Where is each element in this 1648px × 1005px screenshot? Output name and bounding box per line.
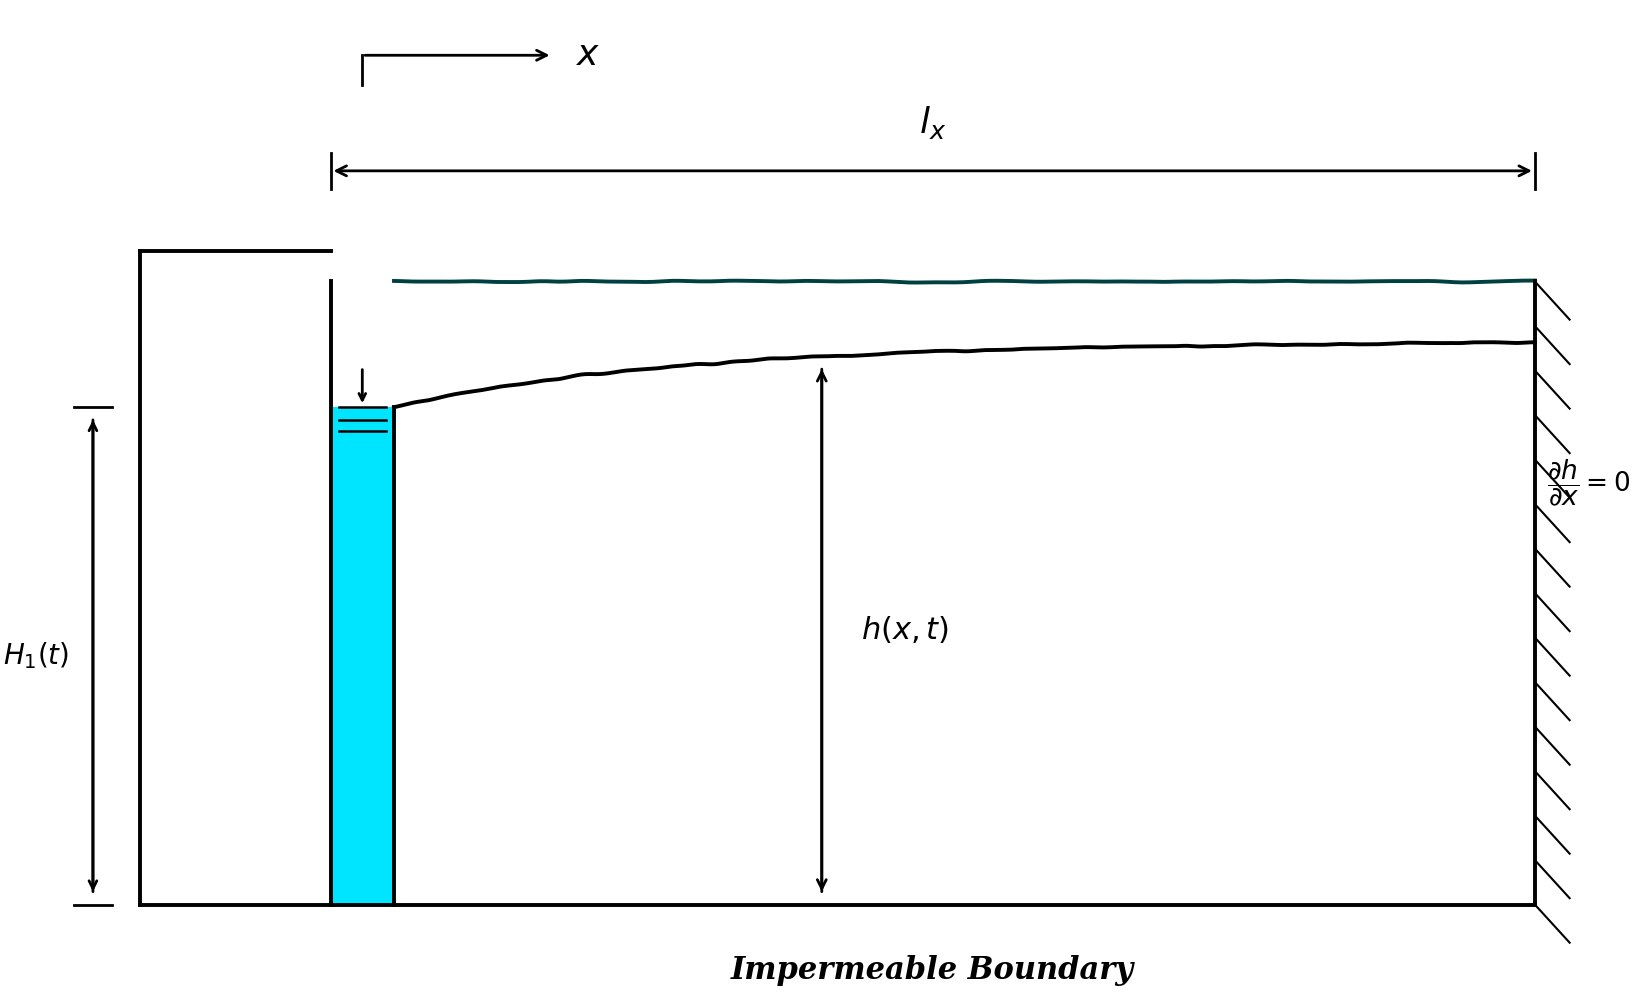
Text: Impermeable Boundary: Impermeable Boundary	[732, 955, 1134, 986]
Text: $l_x$: $l_x$	[920, 104, 946, 141]
Bar	[331, 407, 394, 904]
Text: $h(x,t)$: $h(x,t)$	[862, 615, 949, 646]
Text: $H_1(t)$: $H_1(t)$	[3, 640, 69, 671]
Text: $\dfrac{\partial h}{\partial x} = 0$: $\dfrac{\partial h}{\partial x} = 0$	[1547, 457, 1630, 508]
Text: $x$: $x$	[577, 38, 602, 72]
